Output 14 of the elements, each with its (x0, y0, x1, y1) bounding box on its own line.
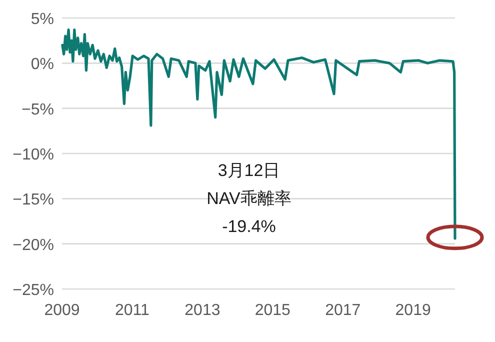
x-tick-label: 2013 (184, 302, 220, 319)
x-tick-label: 2017 (325, 302, 361, 319)
y-tick-label: −20% (12, 236, 54, 254)
x-tick-label: 2015 (254, 302, 291, 319)
y-tick-label: −25% (12, 282, 54, 299)
y-tick-label: −15% (12, 192, 54, 209)
y-tick-label: 5% (30, 11, 54, 28)
y-tick-label: 0% (30, 56, 54, 74)
x-tick-label: 2011 (114, 302, 150, 319)
annotation: 3月12日 NAV乖離率 -19.4% (206, 161, 292, 236)
y-tick-label: −10% (12, 146, 54, 164)
x-tick-label: 2019 (395, 302, 431, 319)
y-tick-label: −5% (22, 101, 54, 118)
x-tick-label: 2009 (44, 302, 80, 319)
